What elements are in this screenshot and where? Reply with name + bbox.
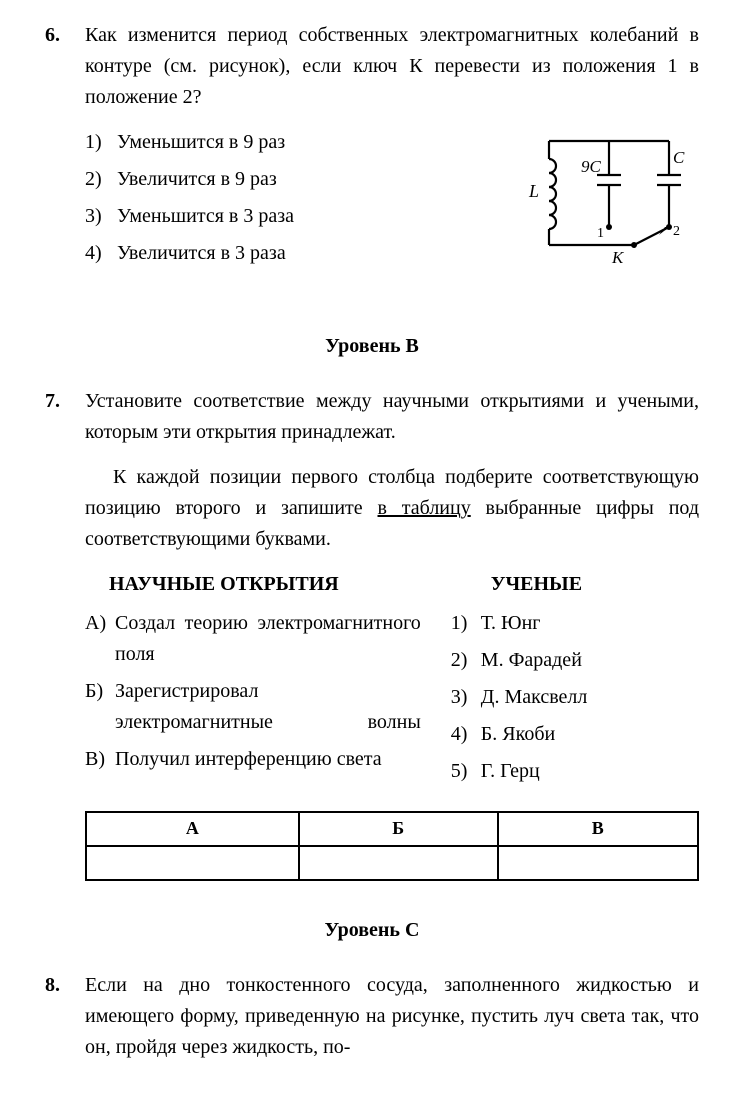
item-label: 4) — [451, 719, 481, 750]
table-cell — [299, 846, 498, 880]
option-num: 3) — [85, 201, 117, 232]
table-header-cell: А — [86, 812, 299, 846]
svg-text:1: 1 — [597, 226, 604, 241]
svg-text:2: 2 — [673, 224, 680, 239]
circuit-svg: L 9C C 1 2 K — [519, 127, 689, 297]
q6-option: 2) Увеличится в 9 раз — [85, 164, 509, 195]
q7-answer-table: А Б В — [85, 811, 699, 881]
q8-text: Если на дно тонкостенного сосуда, заполн… — [85, 970, 699, 1063]
svg-text:9C: 9C — [581, 157, 602, 176]
right-head: УЧЕНЫЕ — [451, 569, 699, 600]
table-header-cell: Б — [299, 812, 498, 846]
right-item: 3) Д. Максвелл — [451, 682, 699, 713]
option-text: Увеличится в 3 раза — [117, 238, 509, 269]
q7-body: Установите соответствие между научными о… — [85, 386, 699, 881]
item-text: Г. Герц — [481, 756, 699, 787]
item-text: Создал теорию электромагнитного поля — [115, 608, 421, 670]
left-item: Б) Зарегистрировал электромагнитные волн… — [85, 676, 421, 738]
q6-text: Как изменится период собственных электро… — [85, 20, 699, 113]
q6-option: 3) Уменьшится в 3 раза — [85, 201, 509, 232]
svg-text:L: L — [528, 181, 539, 201]
right-item: 5) Г. Герц — [451, 756, 699, 787]
option-num: 2) — [85, 164, 117, 195]
item-label: Б) — [85, 676, 115, 738]
item-text: Д. Максвелл — [481, 682, 699, 713]
table-header-cell: В — [498, 812, 698, 846]
question-8: 8. Если на дно тонкостенного сосуда, зап… — [45, 970, 699, 1063]
item-label: 2) — [451, 645, 481, 676]
q6-option: 1) Уменьшится в 9 раз — [85, 127, 509, 158]
svg-text:C: C — [673, 148, 685, 167]
question-7: 7. Установите соответствие между научным… — [45, 386, 699, 881]
item-text: Зарегистрировал электромагнитные волны — [115, 676, 421, 738]
left-item: А) Создал теорию электромагнитного поля — [85, 608, 421, 670]
q7-text1: Установите соответствие между научными о… — [85, 386, 699, 448]
item-label: А) — [85, 608, 115, 670]
option-num: 4) — [85, 238, 117, 269]
q7-text2: К каждой позиции первого столбца подбери… — [85, 462, 699, 555]
right-column: УЧЕНЫЕ 1) Т. Юнг 2) М. Фарадей 3) Д. Мак… — [421, 569, 699, 793]
svg-text:K: K — [611, 248, 625, 267]
item-text: М. Фарадей — [481, 645, 699, 676]
q8-number: 8. — [45, 970, 85, 1063]
item-label: 5) — [451, 756, 481, 787]
left-column: НАУЧНЫЕ ОТКРЫТИЯ А) Создал теорию электр… — [85, 569, 421, 793]
table-cell — [498, 846, 698, 880]
circuit-diagram: L 9C C 1 2 K — [509, 127, 699, 297]
option-text: Увеличится в 9 раз — [117, 164, 509, 195]
level-b-heading: Уровень В — [45, 331, 699, 362]
option-text: Уменьшится в 9 раз — [117, 127, 509, 158]
q6-options: 1) Уменьшится в 9 раз 2) Увеличится в 9 … — [85, 127, 509, 297]
left-head: НАУЧНЫЕ ОТКРЫТИЯ — [85, 569, 421, 600]
item-label: 1) — [451, 608, 481, 639]
option-num: 1) — [85, 127, 117, 158]
table-cell — [86, 846, 299, 880]
item-text: Получил интерференцию света — [115, 744, 421, 775]
table-row — [86, 846, 698, 880]
q7-number: 7. — [45, 386, 85, 881]
option-text: Уменьшится в 3 раза — [117, 201, 509, 232]
level-c-heading: Уровень С — [45, 915, 699, 946]
q6-option: 4) Увеличится в 3 раза — [85, 238, 509, 269]
item-text: Б. Якоби — [481, 719, 699, 750]
right-item: 4) Б. Якоби — [451, 719, 699, 750]
right-item: 2) М. Фарадей — [451, 645, 699, 676]
q6-number: 6. — [45, 20, 85, 297]
table-row: А Б В — [86, 812, 698, 846]
question-6: 6. Как изменится период собственных элек… — [45, 20, 699, 297]
right-item: 1) Т. Юнг — [451, 608, 699, 639]
item-label: 3) — [451, 682, 481, 713]
left-item: В) Получил интерференцию света — [85, 744, 421, 775]
q6-body: Как изменится период собственных электро… — [85, 20, 699, 297]
item-label: В) — [85, 744, 115, 775]
q7-text2-underline: в таблицу — [378, 497, 471, 519]
q8-body: Если на дно тонкостенного сосуда, заполн… — [85, 970, 699, 1063]
item-text: Т. Юнг — [481, 608, 699, 639]
